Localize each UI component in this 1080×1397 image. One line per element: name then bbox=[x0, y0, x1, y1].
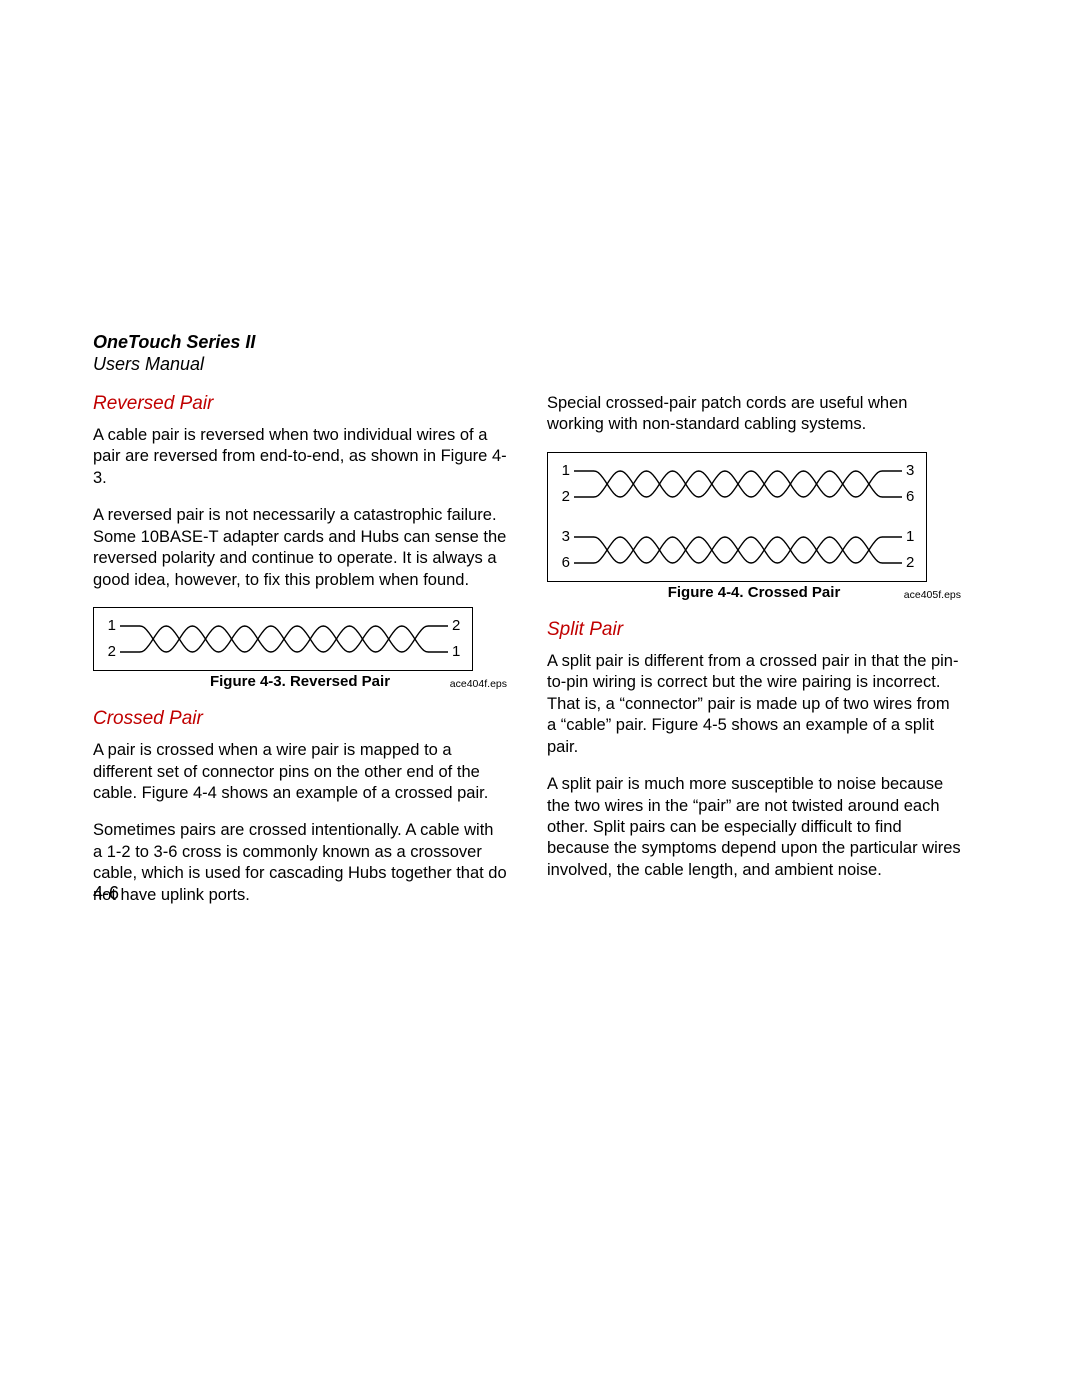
twisted-pair-diagram: 1 2 3 6 bbox=[560, 463, 916, 505]
figure-caption-row: Figure 4-3. Reversed Pair ace404f.eps bbox=[93, 673, 507, 690]
paragraph: A reversed pair is not necessarily a cat… bbox=[93, 505, 507, 591]
svg-text:2: 2 bbox=[108, 643, 116, 660]
svg-text:1: 1 bbox=[562, 463, 570, 479]
svg-text:2: 2 bbox=[562, 488, 570, 505]
content-columns: Reversed Pair A cable pair is reversed w… bbox=[93, 393, 961, 922]
svg-text:2: 2 bbox=[906, 554, 914, 571]
right-column: Special crossed-pair patch cords are use… bbox=[547, 393, 961, 922]
paragraph: Sometimes pairs are crossed intentionall… bbox=[93, 820, 507, 906]
header-title: OneTouch Series II bbox=[93, 332, 255, 354]
page-number: 4-6 bbox=[93, 883, 119, 904]
section-title-reversed-pair: Reversed Pair bbox=[93, 393, 507, 415]
figure-eps-label: ace404f.eps bbox=[447, 678, 507, 690]
figure-caption-row: Figure 4-4. Crossed Pair ace405f.eps bbox=[547, 584, 961, 601]
svg-text:6: 6 bbox=[562, 554, 570, 571]
paragraph: A split pair is different from a crossed… bbox=[547, 651, 961, 758]
header-subtitle: Users Manual bbox=[93, 354, 255, 376]
section-title-split-pair: Split Pair bbox=[547, 619, 961, 641]
svg-text:3: 3 bbox=[906, 463, 914, 479]
paragraph: A split pair is much more susceptible to… bbox=[547, 774, 961, 881]
paragraph: A cable pair is reversed when two indivi… bbox=[93, 425, 507, 489]
page-header: OneTouch Series II Users Manual bbox=[93, 332, 255, 375]
figure-box: 1 2 3 6 3 6 1 2 bbox=[547, 452, 927, 582]
figure-caption: Figure 4-4. Crossed Pair bbox=[607, 584, 901, 601]
figure-eps-label: ace405f.eps bbox=[901, 589, 961, 601]
paragraph: Special crossed-pair patch cords are use… bbox=[547, 393, 961, 436]
figure-box: 1 2 2 1 bbox=[93, 607, 473, 671]
left-column: Reversed Pair A cable pair is reversed w… bbox=[93, 393, 507, 922]
document-page: OneTouch Series II Users Manual Reversed… bbox=[0, 0, 1080, 1397]
svg-text:2: 2 bbox=[452, 618, 460, 634]
svg-text:6: 6 bbox=[906, 488, 914, 505]
svg-text:1: 1 bbox=[452, 643, 460, 660]
twisted-pair-diagram: 3 6 1 2 bbox=[560, 529, 916, 571]
figure-crossed-pair: 1 2 3 6 3 6 1 2 Figure 4-4. Crossed Pair ace405… bbox=[547, 452, 961, 601]
svg-text:1: 1 bbox=[108, 618, 116, 634]
svg-text:1: 1 bbox=[906, 529, 914, 545]
svg-text:3: 3 bbox=[562, 529, 570, 545]
section-title-crossed-pair: Crossed Pair bbox=[93, 708, 507, 730]
figure-caption: Figure 4-3. Reversed Pair bbox=[153, 673, 447, 690]
paragraph: A pair is crossed when a wire pair is ma… bbox=[93, 740, 507, 804]
figure-reversed-pair: 1 2 2 1 Figure 4-3. Reversed Pair ace404f.e… bbox=[93, 607, 507, 690]
twisted-pair-diagram: 1 2 2 1 bbox=[106, 618, 462, 660]
